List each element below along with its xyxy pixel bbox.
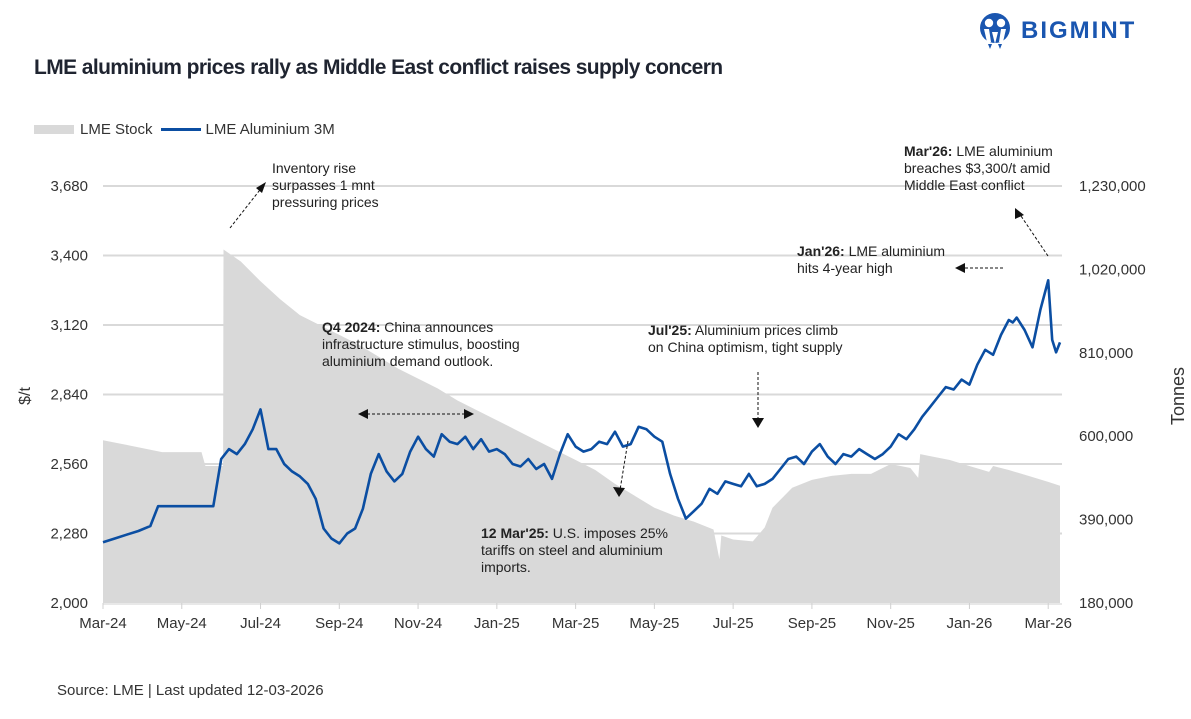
y-right-tick-label: 180,000 (1079, 595, 1133, 612)
legend-swatch-stock (34, 125, 74, 134)
y-axis-right: 180,000 390,000 600,000 810,000 1,020,000 1,2… (1079, 178, 1146, 612)
annotation-mar26: Mar'26: LME aluminium breaches $3,300/t … (904, 143, 1064, 194)
y-left-tick-label: 3,400 (50, 248, 88, 265)
arrowhead-mar25 (613, 487, 625, 497)
y-right-tick-label: 1,020,000 (1079, 261, 1146, 278)
annotation-text: LME aluminium hits 4-year high (797, 243, 946, 276)
y-left-tick-label: 2,840 (50, 387, 88, 404)
x-tick-label: Jan-25 (474, 615, 520, 632)
annotation-jan26: Jan'26: LME aluminium hits 4-year high (797, 243, 962, 277)
y-axis-right-title: Tonnes (1168, 367, 1188, 425)
chart-legend: LME Stock LME Aluminium 3M (34, 121, 335, 138)
legend-swatch-price (160, 128, 201, 131)
x-tick-label: Nov-24 (394, 615, 442, 632)
arrowhead-q4-left (358, 409, 368, 419)
x-tick-label: Sep-24 (315, 615, 363, 632)
annotation-text: Aluminium prices climb on China optimism… (648, 322, 843, 355)
y-left-tick-label: 3,120 (50, 317, 88, 334)
annotation-mar25: 12 Mar'25: U.S. imposes 25% tariffs on s… (481, 525, 681, 576)
stock-area (103, 249, 1060, 603)
y-axis-left-title: $/t (17, 387, 34, 405)
arrowhead-q4-right (464, 409, 474, 419)
arrow-mar25 (619, 440, 629, 491)
annotation-bold: Jan'26: (797, 243, 845, 259)
y-right-tick-label: 390,000 (1079, 512, 1133, 529)
annotation-jul25: Jul'25: Aluminium prices climb on China … (648, 322, 848, 356)
y-left-tick-label: 2,000 (50, 595, 88, 612)
x-tick-label: Mar-26 (1024, 615, 1072, 632)
arrowhead-jan26 (955, 263, 965, 273)
brand-logo: BIGMINT (977, 12, 1136, 50)
arrowhead-inventory (256, 182, 266, 193)
arrowhead-mar26 (1015, 208, 1024, 219)
annotation-bold: 12 Mar'25: (481, 525, 549, 541)
annotation-text: LME aluminium breaches $3,300/t amid Mid… (904, 143, 1053, 193)
x-tick-label: Mar-25 (552, 615, 600, 632)
x-tick-label: May-24 (157, 615, 207, 632)
x-tick-label: Nov-25 (867, 615, 915, 632)
legend-label-price: LME Aluminium 3M (205, 121, 335, 138)
x-tick-label: May-25 (629, 615, 679, 632)
annotation-text: China announces infrastructure stimulus,… (322, 319, 520, 369)
source-note: Source: LME | Last updated 12-03-2026 (57, 682, 324, 699)
annotation-text: U.S. imposes 25% tariffs on steel and al… (481, 525, 668, 575)
chart-title: LME aluminium prices rally as Middle Eas… (34, 56, 723, 79)
annotation-bold: Jul'25: (648, 322, 692, 338)
annotation-bold: Q4 2024: (322, 319, 381, 335)
x-tick-label: Jan-26 (947, 615, 993, 632)
annotation-bold: Mar'26: (904, 143, 953, 159)
y-axis-left: 2,000 2,280 2,560 2,840 3,120 3,400 3,680 (50, 178, 88, 612)
annotation-text: Inventory rise surpasses 1 mnt pressurin… (272, 160, 379, 210)
annotation-arrowheads (256, 182, 1024, 497)
y-right-tick-label: 810,000 (1079, 345, 1133, 362)
arrowhead-jul25 (752, 418, 764, 428)
annotation-q4-2024: Q4 2024: China announces infrastructure … (322, 319, 542, 370)
annotation-arrows (229, 185, 1049, 491)
x-axis: Mar-24 May-24 Jul-24 Sep-24 Nov-24 Jan-25 Mar-… (79, 603, 1072, 632)
x-tick-label: Jul-25 (713, 615, 754, 632)
y-right-tick-label: 1,230,000 (1079, 178, 1146, 195)
price-line (102, 279, 1062, 545)
brand-name: BIGMINT (1021, 17, 1137, 44)
y-left-tick-label: 3,680 (50, 178, 88, 195)
annotation-inventory: Inventory rise surpasses 1 mnt pressurin… (272, 160, 412, 211)
arrow-inventory (229, 185, 264, 229)
y-right-tick-label: 600,000 (1079, 428, 1133, 445)
arrow-mar26 (1018, 212, 1049, 257)
y-left-tick-label: 2,560 (50, 456, 88, 473)
x-tick-label: Mar-24 (79, 615, 127, 632)
legend-label-stock: LME Stock (80, 121, 153, 138)
x-tick-label: Sep-25 (788, 615, 836, 632)
y-left-tick-label: 2,280 (50, 526, 88, 543)
bigmint-logo-icon (980, 13, 1010, 49)
x-tick-label: Jul-24 (240, 615, 281, 632)
